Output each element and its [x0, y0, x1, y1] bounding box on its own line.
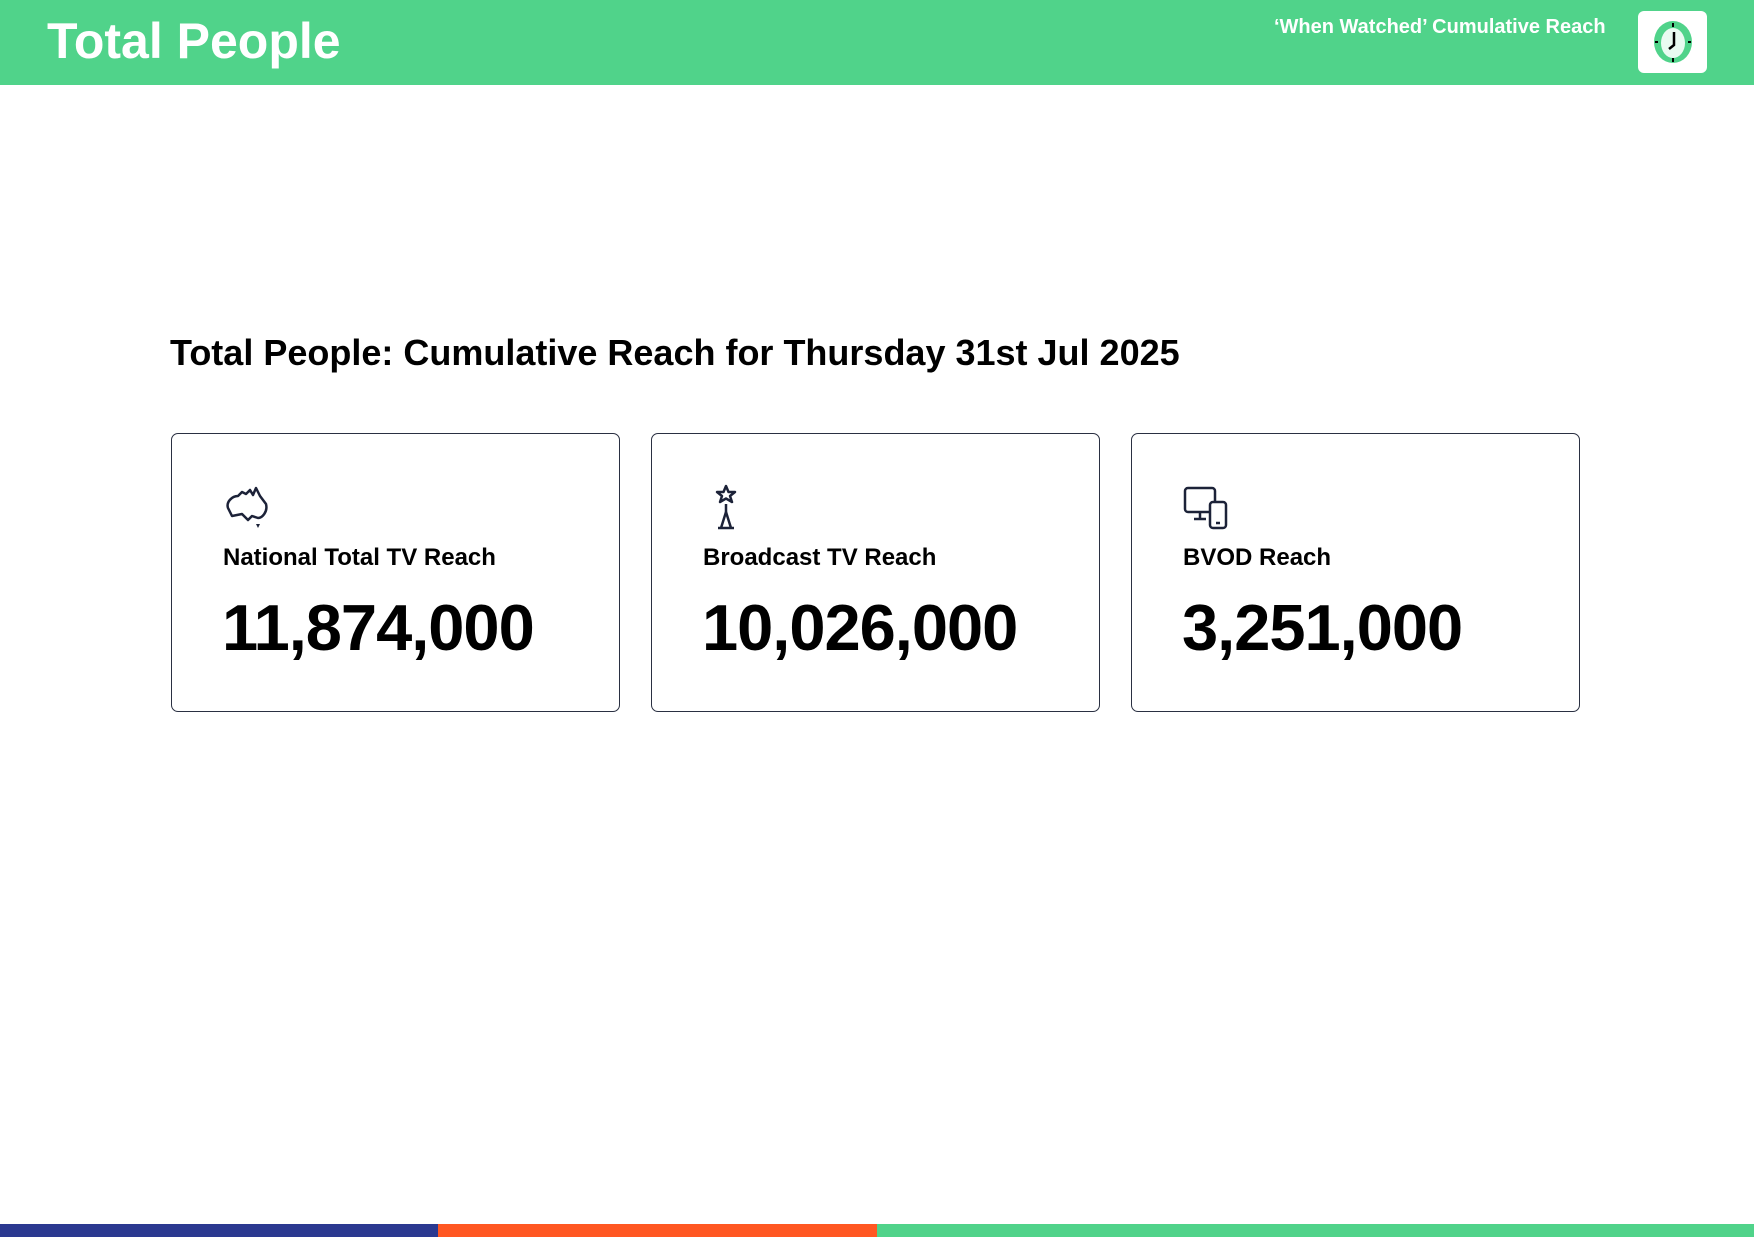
national-reach-card: National Total TV Reach 11,874,000 — [171, 433, 620, 712]
broadcast-tower-icon — [715, 484, 737, 530]
australia-map-icon — [226, 486, 268, 528]
devices-icon — [1183, 486, 1228, 530]
card-value: 3,251,000 — [1182, 591, 1463, 664]
card-label: National Total TV Reach — [223, 544, 496, 571]
broadcast-reach-card: Broadcast TV Reach 10,026,000 — [651, 433, 1100, 712]
card-value: 10,026,000 — [702, 591, 1018, 664]
card-value: 11,874,000 — [222, 591, 535, 664]
section-heading: Total People: Cumulative Reach for Thurs… — [170, 332, 1180, 373]
bvod-reach-card: BVOD Reach 3,251,000 — [1131, 433, 1580, 712]
card-label: BVOD Reach — [1183, 544, 1332, 571]
card-label: Broadcast TV Reach — [703, 544, 937, 571]
footer-bar-navy — [0, 1224, 438, 1237]
clock-icon — [1653, 21, 1692, 63]
header-subtitle: ‘When Watched’ Cumulative Reach — [1274, 16, 1606, 38]
clock-badge — [1638, 11, 1707, 73]
page-title: Total People — [47, 13, 341, 69]
footer-bar-green — [877, 1224, 1754, 1237]
footer-bar-orange — [438, 1224, 877, 1237]
header-bar: Total People ‘When Watched’ Cumulative R… — [0, 0, 1754, 85]
